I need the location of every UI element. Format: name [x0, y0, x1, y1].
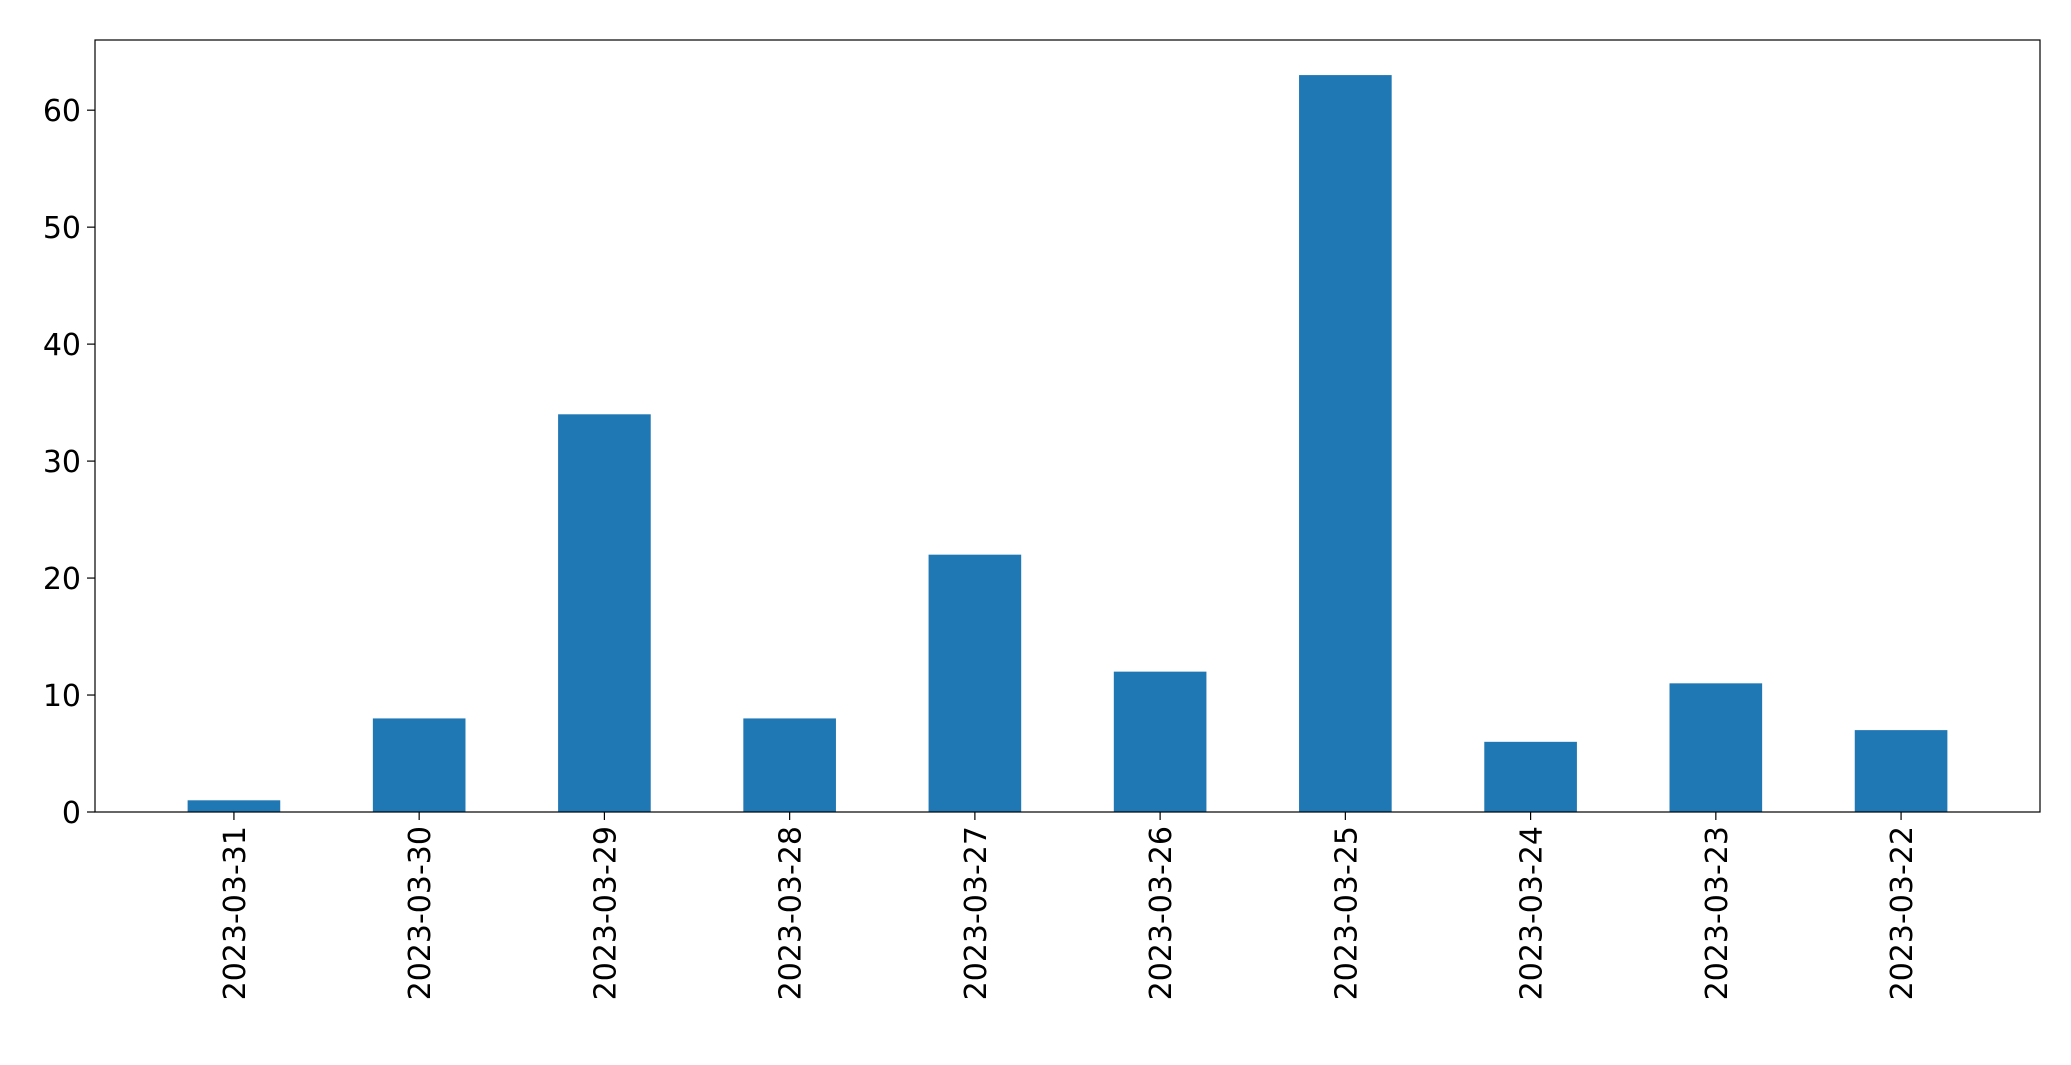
bar-2023-03-28: [743, 718, 836, 812]
x-tick-label: 2023-03-28: [774, 826, 809, 1000]
bar-2023-03-23: [1669, 683, 1763, 812]
bar-2023-03-25: [1299, 75, 1392, 813]
y-tick-label: 0: [62, 796, 81, 831]
bars-layer: [187, 75, 1948, 813]
bar-2023-03-26: [1113, 671, 1207, 812]
bar-2023-03-27: [928, 554, 1022, 812]
x-tick-label: 2023-03-23: [1700, 826, 1735, 1000]
y-tick-label: 20: [43, 562, 81, 597]
y-tick-label: 60: [43, 94, 81, 129]
y-tick-label: 50: [43, 211, 81, 246]
bar-2023-03-29: [558, 414, 651, 812]
y-tick-label: 40: [43, 328, 81, 363]
x-tick-label: 2023-03-22: [1885, 826, 1920, 1000]
bar-2023-03-22: [1854, 730, 1948, 812]
x-tick-label: 2023-03-31: [218, 826, 253, 1000]
x-tick-label: 2023-03-26: [1144, 826, 1179, 1000]
bar-2023-03-30: [372, 718, 466, 812]
x-axis: 2023-03-31 2023-03-30 2023-03-29 2023-03-28…: [218, 812, 1920, 1000]
x-tick-label: 2023-03-27: [959, 826, 994, 1000]
x-tick-label: 2023-03-25: [1329, 826, 1364, 1000]
y-tick-label: 30: [43, 445, 81, 480]
x-tick-label: 2023-03-30: [403, 826, 438, 1000]
axes-layer: [94, 39, 2041, 813]
bar-2023-03-24: [1484, 741, 1577, 812]
y-axis: 0 10 20 30 40 50 60: [43, 94, 95, 831]
x-tick-label: 2023-03-29: [588, 826, 623, 1000]
x-tick-label: 2023-03-24: [1515, 826, 1550, 1000]
plot-frame: [94, 39, 2041, 813]
bar-2023-03-31: [187, 800, 281, 812]
y-tick-label: 10: [43, 679, 81, 714]
